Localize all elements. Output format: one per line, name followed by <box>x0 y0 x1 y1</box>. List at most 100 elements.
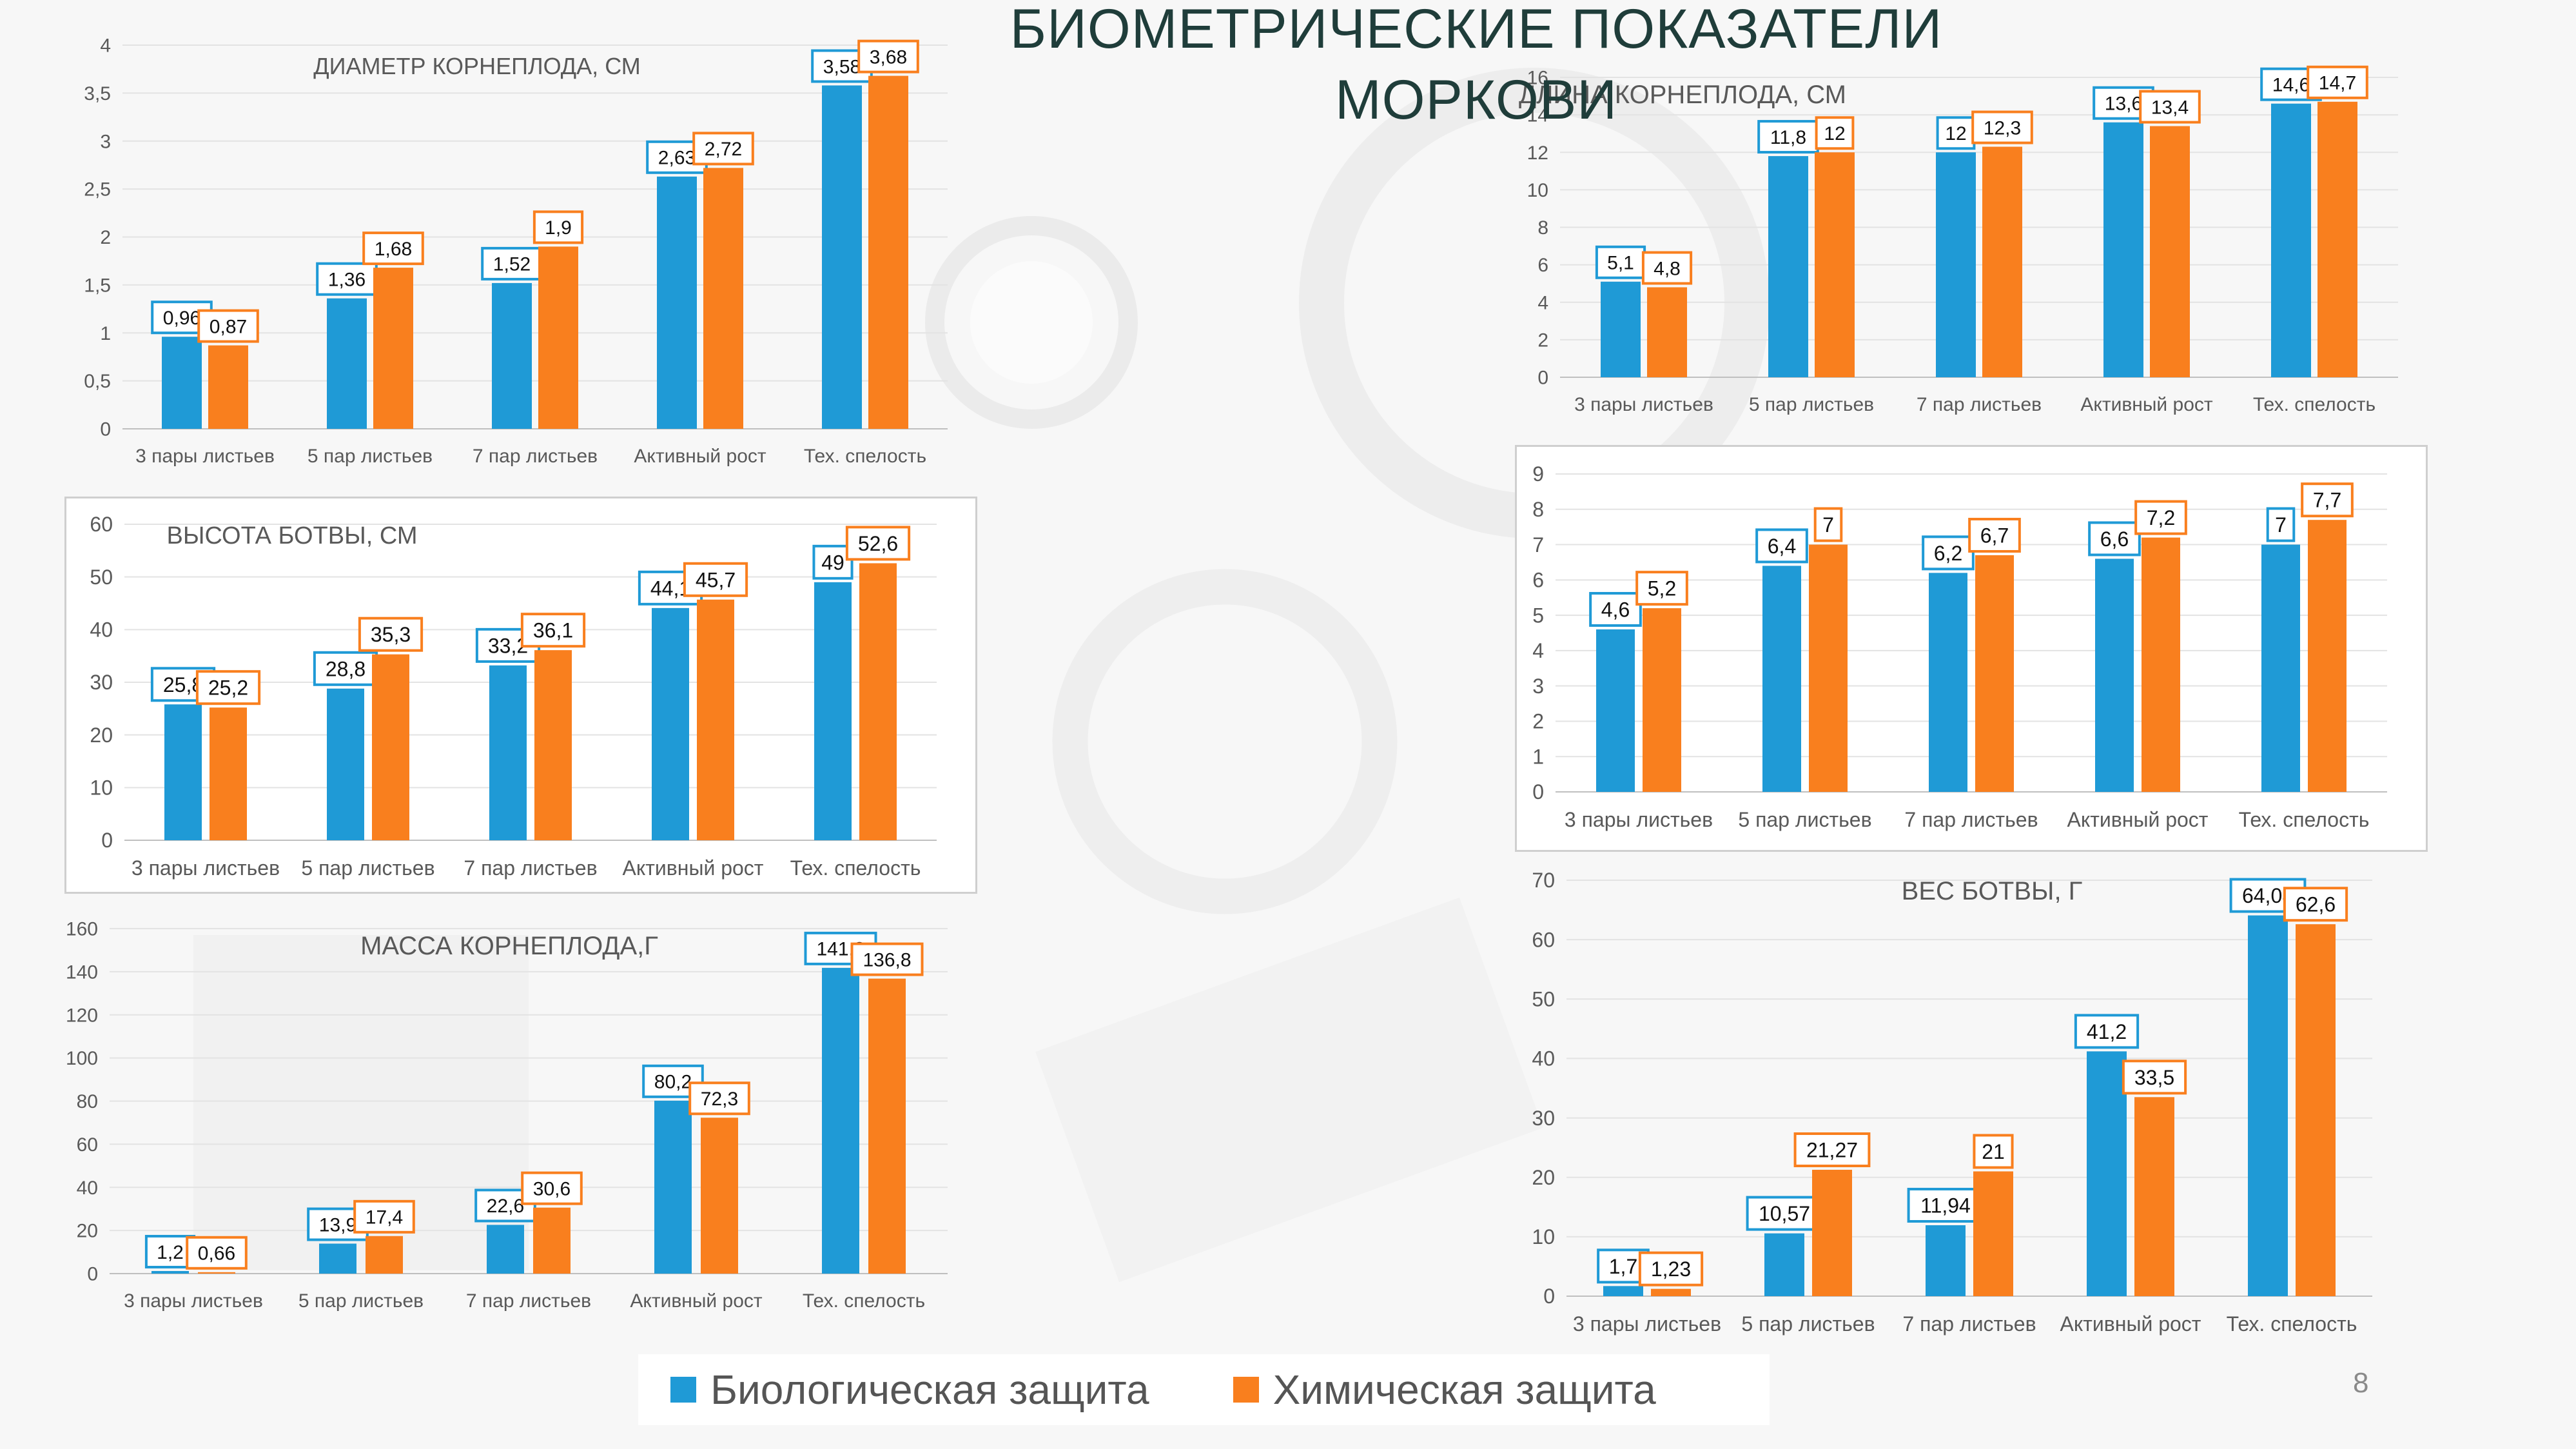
y-tick-label: 7 <box>1532 533 1544 557</box>
chart-root-mass: 0 20 40 60 80 100 120 140 160 МАССА КОРНЕПЛОДА,Г 3… <box>64 903 973 1328</box>
data-label-box <box>1971 110 2033 144</box>
y-tick-label: 30 <box>1532 1107 1555 1130</box>
data-label: 52,6 <box>858 532 898 555</box>
data-label-box <box>1922 535 1975 571</box>
y-tick-label: 140 <box>66 961 98 983</box>
bar <box>210 707 247 840</box>
bar <box>1603 1286 1643 1296</box>
data-label-box <box>2307 65 2368 99</box>
x-tick-label: Активный рост <box>2067 808 2209 831</box>
data-label-box <box>692 132 754 166</box>
data-label: 12 <box>1945 123 1966 144</box>
bar <box>327 688 364 840</box>
chart-top-weight: 0 10 20 30 40 50 60 70 ВЕС БОТВЫ, Г 3 пары листье… <box>1515 864 2437 1354</box>
data-label: 17,4 <box>366 1207 403 1228</box>
bar <box>701 1118 738 1274</box>
data-label: 11,8 <box>1770 127 1806 148</box>
data-label-box <box>532 210 584 244</box>
data-label-box <box>521 1171 583 1205</box>
x-tick-label: 7 пар листьев <box>466 1290 591 1312</box>
y-tick-label: 20 <box>90 724 113 747</box>
y-tick-label: 2,5 <box>84 179 111 201</box>
bar <box>2317 101 2357 377</box>
chart-root-diameter: 0 0,5 1 1,5 2 2,5 3 3,5 4 ДИАМЕТР КОРНЕПЛОДА, СМ 3… <box>64 26 973 490</box>
y-tick-label: 3 <box>100 131 111 152</box>
data-label-box <box>812 544 854 580</box>
bar <box>2134 1097 2174 1296</box>
data-label-box <box>2139 90 2201 124</box>
chart-root-length: 0 2 4 6 8 10 12 14 16 ДЛИНА КОРНЕПЛОДА, СМ 3 пары … <box>1508 58 2437 439</box>
data-label: 21 <box>1982 1140 2005 1163</box>
bar <box>703 168 743 429</box>
bar <box>868 75 908 429</box>
data-label-box <box>1907 1187 1984 1223</box>
legend-item-bio: Биологическая защита <box>670 1366 1149 1414</box>
bar <box>2142 537 2180 792</box>
y-tick-label: 2 <box>1532 710 1544 733</box>
bar <box>654 1100 692 1274</box>
data-label: 136,8 <box>863 949 911 971</box>
y-tick-label: 0 <box>101 829 113 852</box>
bar <box>198 1272 235 1274</box>
y-tick-label: 14 <box>1527 105 1548 126</box>
y-tick-label: 16 <box>1527 68 1548 89</box>
data-label: 13,4 <box>2151 97 2189 118</box>
data-label-box <box>2074 1014 2140 1049</box>
bar <box>1762 566 1801 792</box>
y-tick-label: 20 <box>1532 1166 1555 1189</box>
bar <box>2095 558 2134 792</box>
bar <box>489 665 527 840</box>
data-label: 1,52 <box>493 254 531 275</box>
data-label: 6,4 <box>1768 535 1796 558</box>
data-label: 35,3 <box>371 623 411 646</box>
data-label: 5,1 <box>1607 253 1634 274</box>
y-tick-label: 160 <box>66 919 98 940</box>
y-tick-label: 2 <box>100 227 111 248</box>
y-tick-label: 5 <box>1532 604 1544 627</box>
y-tick-label: 1 <box>1532 745 1544 768</box>
data-label: 1,23 <box>1651 1257 1691 1281</box>
data-label-box <box>2122 1060 2187 1095</box>
data-label-box <box>1746 1196 1823 1231</box>
bar <box>1647 287 1687 377</box>
bar <box>208 345 248 429</box>
bar <box>822 967 859 1274</box>
data-label: 72,3 <box>701 1089 738 1110</box>
bar <box>2308 520 2347 792</box>
bar <box>1815 152 1855 377</box>
y-tick-label: 30 <box>90 671 113 694</box>
data-label: 12,3 <box>1984 117 2021 139</box>
x-tick-label: 7 пар листьев <box>1917 394 2042 415</box>
data-label: 7 <box>2275 513 2287 537</box>
bar <box>533 1207 571 1274</box>
bar <box>538 246 578 429</box>
data-label-box <box>481 246 543 281</box>
data-label-box <box>1757 120 1819 154</box>
chart-title: ВЕС БОТВЫ, Г <box>1902 877 2083 905</box>
y-tick-label: 3 <box>1532 675 1544 698</box>
bar <box>1764 1233 1804 1296</box>
data-label-box <box>1755 528 1808 564</box>
data-label-box <box>197 309 259 343</box>
data-label: 80,2 <box>654 1072 692 1093</box>
y-tick-label: 40 <box>1532 1047 1555 1070</box>
data-label-box <box>520 613 586 648</box>
data-label: 33,5 <box>2134 1066 2174 1089</box>
y-tick-label: 12 <box>1527 143 1548 164</box>
y-tick-label: 120 <box>66 1005 98 1026</box>
bar <box>814 582 852 840</box>
data-label-box <box>1973 1134 2014 1169</box>
data-label: 36,1 <box>533 619 573 642</box>
data-label: 45,7 <box>696 568 736 591</box>
y-tick-label: 0 <box>100 419 111 440</box>
x-tick-label: 5 пар листьев <box>1749 394 1874 415</box>
bar <box>372 654 409 840</box>
data-label-box <box>1936 116 1976 150</box>
data-label-box <box>195 670 261 705</box>
legend-swatch-chem <box>1233 1377 1259 1403</box>
data-label: 41,2 <box>2087 1020 2127 1043</box>
data-label: 6,6 <box>2100 527 2129 551</box>
x-tick-label: 3 пары листьев <box>1565 808 1713 831</box>
bar <box>1812 1170 1852 1296</box>
y-tick-label: 4 <box>1537 292 1548 313</box>
